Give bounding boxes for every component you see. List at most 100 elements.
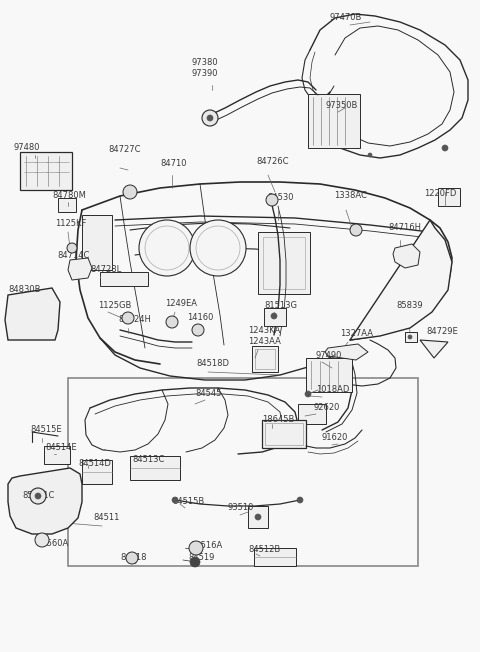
Circle shape <box>266 194 278 206</box>
Text: 1249EA: 1249EA <box>165 299 197 308</box>
Circle shape <box>189 541 203 555</box>
Circle shape <box>368 153 372 157</box>
Circle shape <box>126 552 138 564</box>
Text: 84513C: 84513C <box>132 456 164 464</box>
Bar <box>265 423 303 445</box>
Bar <box>405 332 417 342</box>
Text: 81513G: 81513G <box>264 301 297 310</box>
Bar <box>255 349 275 369</box>
Text: 84530: 84530 <box>267 194 293 203</box>
Circle shape <box>442 145 448 151</box>
Text: 91620: 91620 <box>322 434 348 443</box>
Text: 84727C: 84727C <box>108 145 141 155</box>
Text: 84514D: 84514D <box>78 458 111 467</box>
Bar <box>100 272 148 286</box>
Bar <box>68 378 418 566</box>
Bar <box>263 237 305 289</box>
Bar <box>130 456 180 480</box>
Text: 1018AD: 1018AD <box>316 385 349 394</box>
Text: 84515E: 84515E <box>30 426 61 434</box>
Text: 85261C: 85261C <box>22 490 54 499</box>
Bar <box>262 420 306 448</box>
Text: 93510: 93510 <box>227 503 253 512</box>
Text: 84514E: 84514E <box>45 443 77 452</box>
Circle shape <box>194 326 202 334</box>
Text: 84714C: 84714C <box>57 250 89 259</box>
Circle shape <box>190 557 200 567</box>
Circle shape <box>192 324 204 336</box>
Bar <box>252 346 278 372</box>
Text: 84830B: 84830B <box>8 286 40 295</box>
Circle shape <box>255 514 261 520</box>
Text: 85839: 85839 <box>396 301 422 310</box>
Circle shape <box>408 335 412 339</box>
Text: 84716H: 84716H <box>388 224 421 233</box>
Bar <box>44 446 70 464</box>
Text: 1125GB: 1125GB <box>98 301 132 310</box>
Text: 97470B: 97470B <box>330 14 362 23</box>
Polygon shape <box>325 344 368 360</box>
Circle shape <box>168 318 176 326</box>
Circle shape <box>69 245 75 251</box>
Bar <box>248 506 268 528</box>
Circle shape <box>123 185 137 199</box>
Circle shape <box>352 226 360 234</box>
Circle shape <box>207 115 213 121</box>
Circle shape <box>30 488 46 504</box>
Text: 84728L: 84728L <box>90 265 121 274</box>
Text: 1125KF: 1125KF <box>55 218 86 228</box>
Bar <box>438 188 460 206</box>
Circle shape <box>122 312 134 324</box>
Circle shape <box>190 220 246 276</box>
Text: 1338AC: 1338AC <box>334 192 367 201</box>
Circle shape <box>202 110 218 126</box>
Bar <box>58 198 76 212</box>
Circle shape <box>297 497 303 503</box>
Text: 84515B: 84515B <box>172 497 204 505</box>
Bar <box>308 94 360 148</box>
Circle shape <box>67 243 77 253</box>
Polygon shape <box>8 468 82 534</box>
Text: 84511: 84511 <box>93 514 120 522</box>
Text: 84545: 84545 <box>195 389 221 398</box>
Text: 97350B: 97350B <box>325 100 358 110</box>
Circle shape <box>139 220 195 276</box>
Text: 84518D: 84518D <box>196 359 229 368</box>
Circle shape <box>172 497 178 503</box>
Polygon shape <box>68 258 92 280</box>
Bar <box>306 358 352 392</box>
Bar <box>82 215 112 270</box>
Circle shape <box>35 493 41 499</box>
Bar <box>20 152 72 190</box>
Text: 84726C: 84726C <box>256 158 288 166</box>
Text: 84560A: 84560A <box>36 539 68 548</box>
Text: 84710: 84710 <box>160 158 187 168</box>
Text: 1220FD: 1220FD <box>424 188 456 198</box>
Circle shape <box>38 536 46 544</box>
Circle shape <box>268 196 276 204</box>
Bar <box>254 548 296 566</box>
Text: 97380
97390: 97380 97390 <box>192 58 218 78</box>
Circle shape <box>124 314 132 322</box>
Circle shape <box>271 313 277 319</box>
Circle shape <box>192 544 200 552</box>
Bar <box>298 404 326 424</box>
Text: 14160: 14160 <box>187 314 214 323</box>
Text: 84729E: 84729E <box>426 327 458 336</box>
Text: 84516A: 84516A <box>190 542 222 550</box>
Text: 84780M: 84780M <box>52 190 86 200</box>
Text: 97490: 97490 <box>316 351 342 359</box>
Bar <box>258 232 310 294</box>
Polygon shape <box>350 220 452 340</box>
Circle shape <box>128 554 136 562</box>
Text: 84519: 84519 <box>188 554 215 563</box>
Circle shape <box>166 316 178 328</box>
Text: 1243KA
1243AA: 1243KA 1243AA <box>248 326 281 346</box>
Circle shape <box>305 391 311 397</box>
Polygon shape <box>420 340 448 358</box>
Circle shape <box>35 533 49 547</box>
Polygon shape <box>5 288 60 340</box>
Polygon shape <box>393 244 420 268</box>
Text: 84512B: 84512B <box>248 546 280 554</box>
Circle shape <box>125 187 135 197</box>
